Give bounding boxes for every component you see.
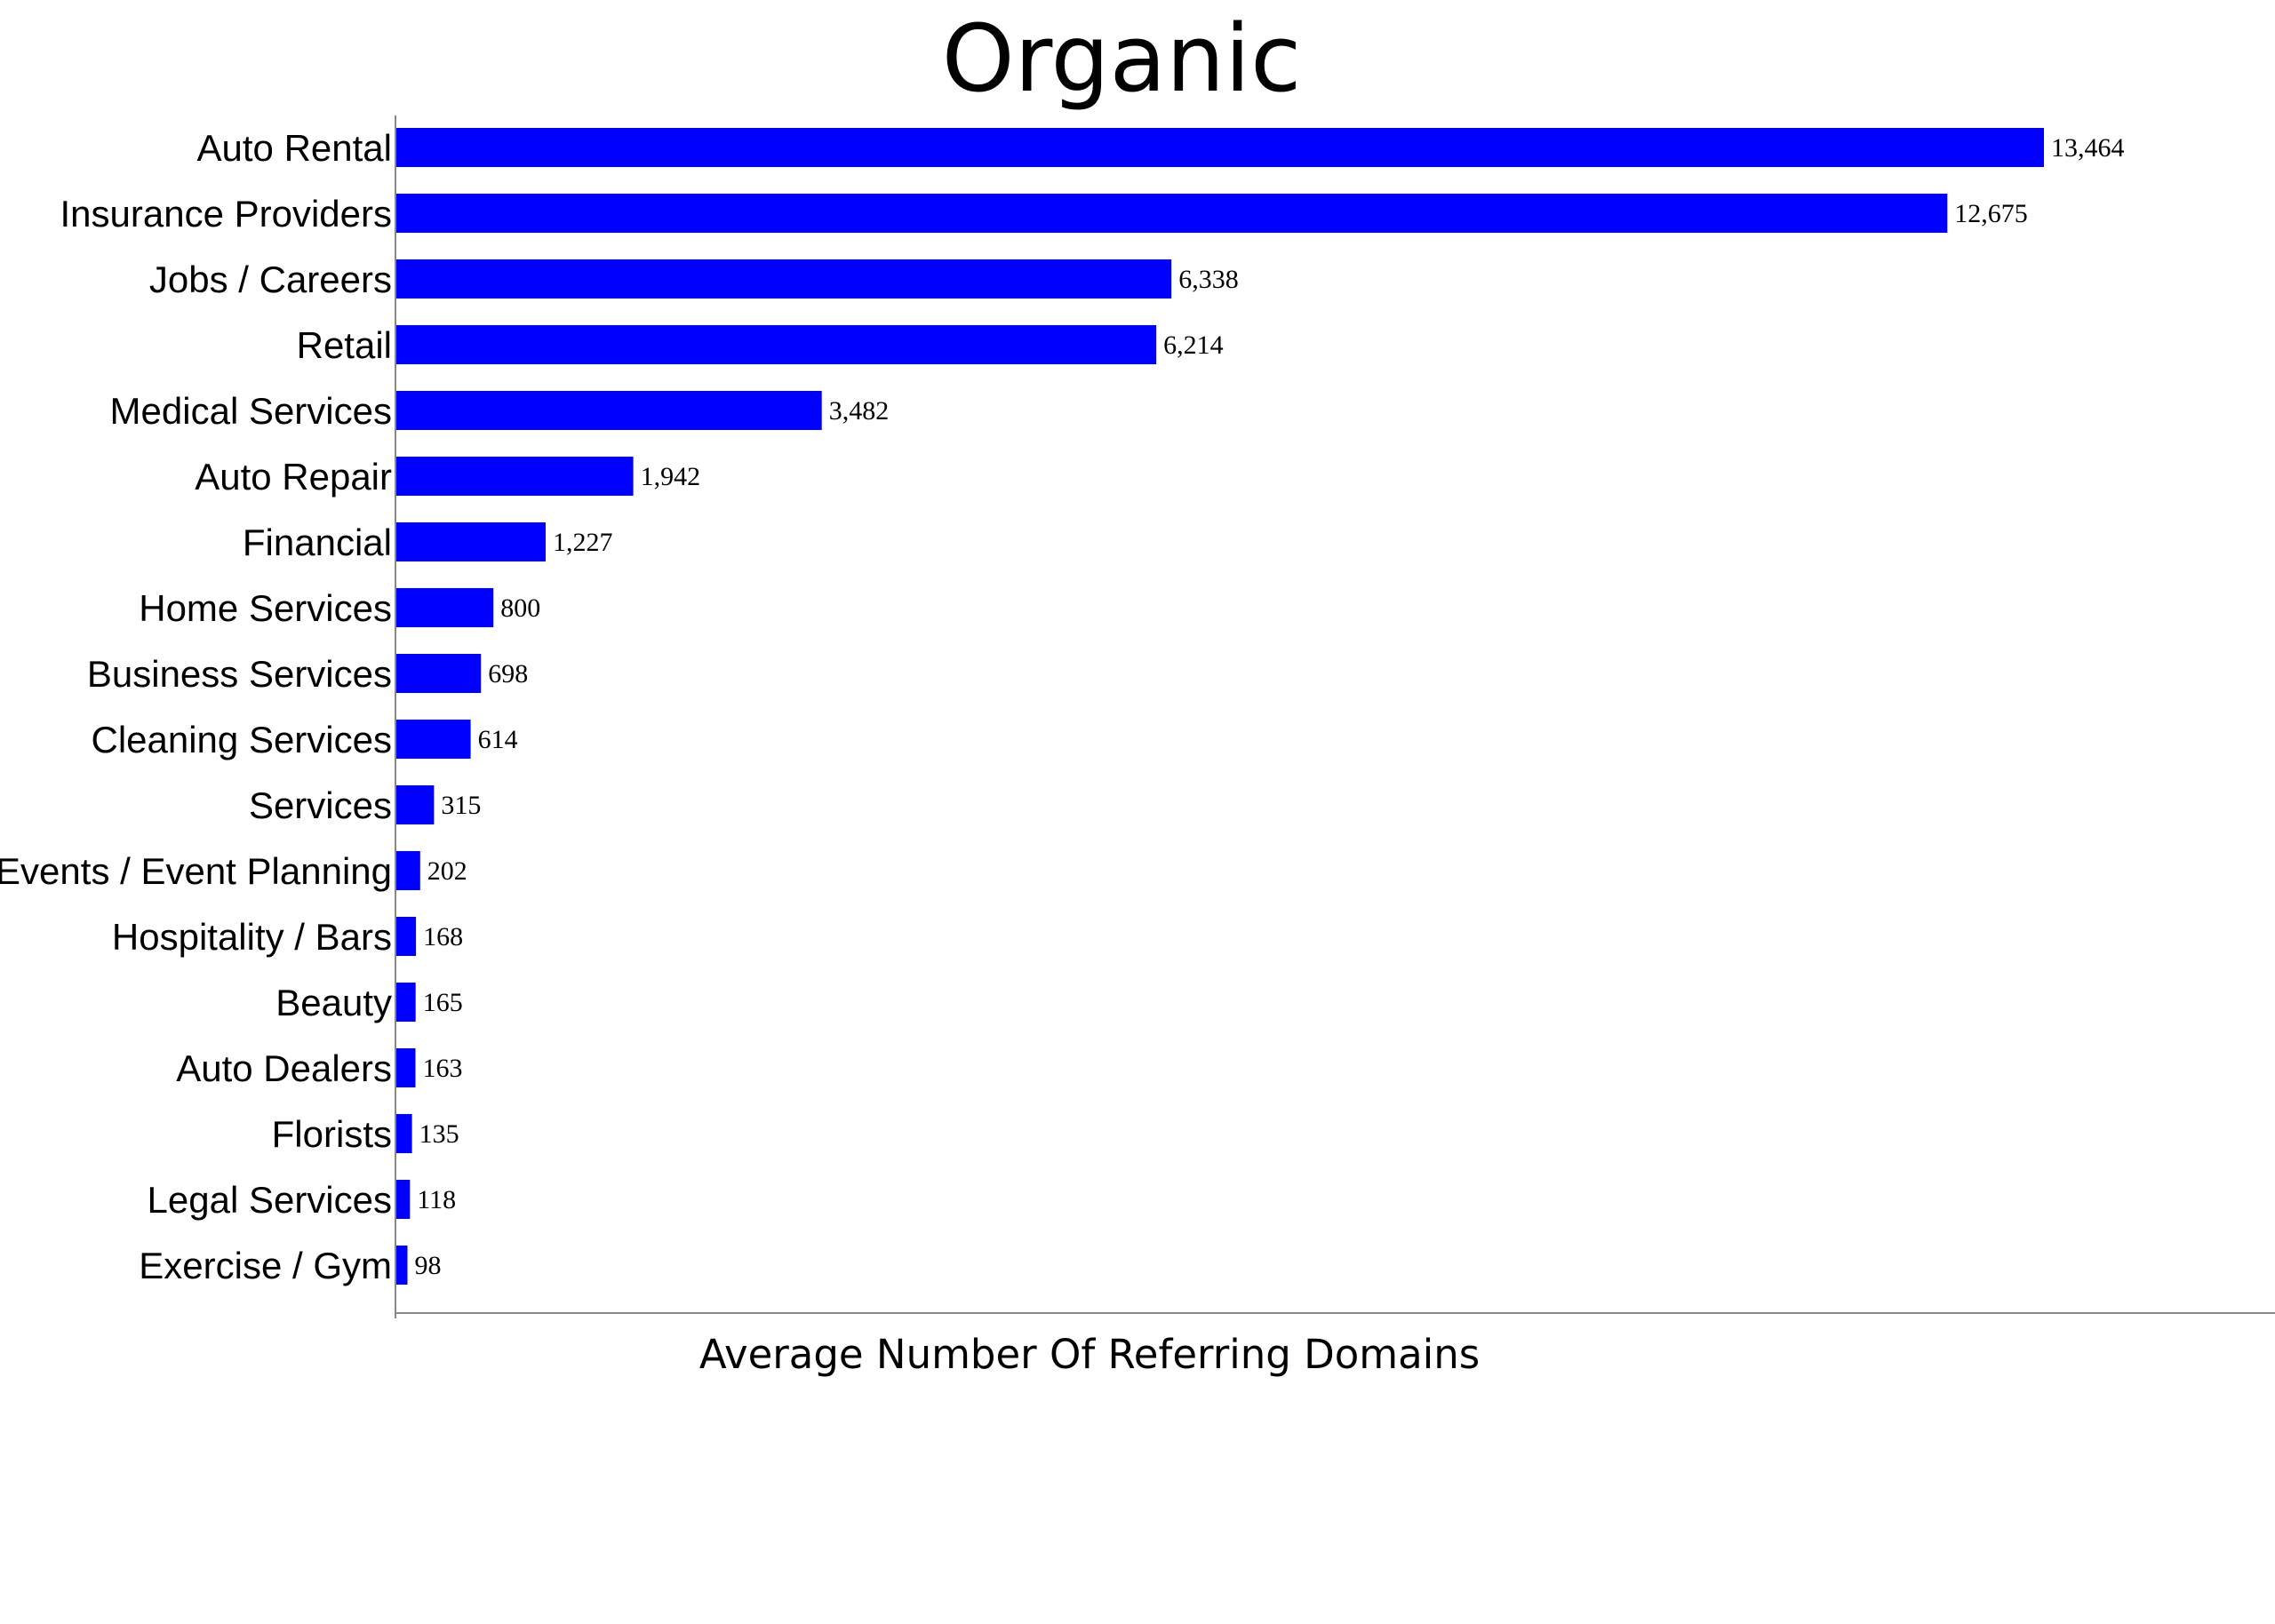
bar xyxy=(395,851,420,890)
category-label: Home Services xyxy=(139,587,392,629)
value-label: 12,675 xyxy=(1954,199,2028,228)
value-label: 3,482 xyxy=(829,396,890,426)
bar xyxy=(395,654,482,693)
category-label: Financial xyxy=(243,521,392,563)
bar xyxy=(395,1246,408,1285)
value-label: 614 xyxy=(478,725,518,754)
bar xyxy=(395,391,822,430)
value-label: 315 xyxy=(441,791,481,820)
value-label: 698 xyxy=(488,659,528,689)
category-label: Insurance Providers xyxy=(60,193,392,235)
bar xyxy=(395,1114,412,1153)
value-label: 1,942 xyxy=(641,462,701,491)
bar xyxy=(395,785,435,824)
bar xyxy=(395,588,494,627)
value-label: 6,214 xyxy=(1163,330,1224,360)
bar xyxy=(395,457,634,496)
category-label: Jobs / Careers xyxy=(149,259,392,300)
chart-title: Organic xyxy=(942,4,1302,113)
value-labels: 13,464 12,675 6,338 6,214 3,482 1,942 1,227 800… xyxy=(415,133,2125,1280)
value-label: 13,464 xyxy=(2051,133,2125,163)
category-label: Florists xyxy=(272,1113,392,1155)
category-labels: Auto Rental Insurance Providers Jobs / Car… xyxy=(0,127,392,1286)
value-label: 1,227 xyxy=(553,528,613,557)
category-label: Business Services xyxy=(87,653,392,695)
value-label: 98 xyxy=(415,1251,442,1280)
x-axis-title: Average Number Of Referring Domains xyxy=(699,1331,1480,1378)
category-label: Medical Services xyxy=(110,390,392,432)
bar xyxy=(395,325,1157,364)
value-label: 135 xyxy=(419,1119,459,1149)
bar xyxy=(395,1180,411,1219)
category-label: Services xyxy=(249,784,392,826)
bar xyxy=(395,194,1948,233)
category-label: Auto Dealers xyxy=(176,1047,392,1089)
category-label: Retail xyxy=(297,324,392,366)
category-label: Exercise / Gym xyxy=(139,1245,392,1286)
category-label: Events / Event Planning xyxy=(0,850,392,892)
value-label: 118 xyxy=(417,1185,456,1214)
bars-group xyxy=(395,128,2044,1285)
bar xyxy=(395,522,546,561)
bar xyxy=(395,720,471,759)
value-label: 163 xyxy=(423,1054,463,1083)
bar xyxy=(395,983,416,1022)
value-label: 202 xyxy=(427,856,467,886)
bar xyxy=(395,259,1172,299)
category-label: Cleaning Services xyxy=(91,719,392,760)
value-label: 165 xyxy=(423,988,463,1017)
value-label: 6,338 xyxy=(1178,265,1239,294)
category-label: Beauty xyxy=(275,982,392,1023)
bar xyxy=(395,917,417,956)
bar xyxy=(395,1048,416,1087)
bar xyxy=(395,128,2044,167)
category-label: Hospitality / Bars xyxy=(112,916,392,958)
category-label: Auto Repair xyxy=(195,456,392,498)
category-label: Auto Rental xyxy=(197,127,392,169)
value-label: 800 xyxy=(500,593,540,623)
value-label: 168 xyxy=(423,922,463,951)
category-label: Legal Services xyxy=(148,1179,392,1221)
